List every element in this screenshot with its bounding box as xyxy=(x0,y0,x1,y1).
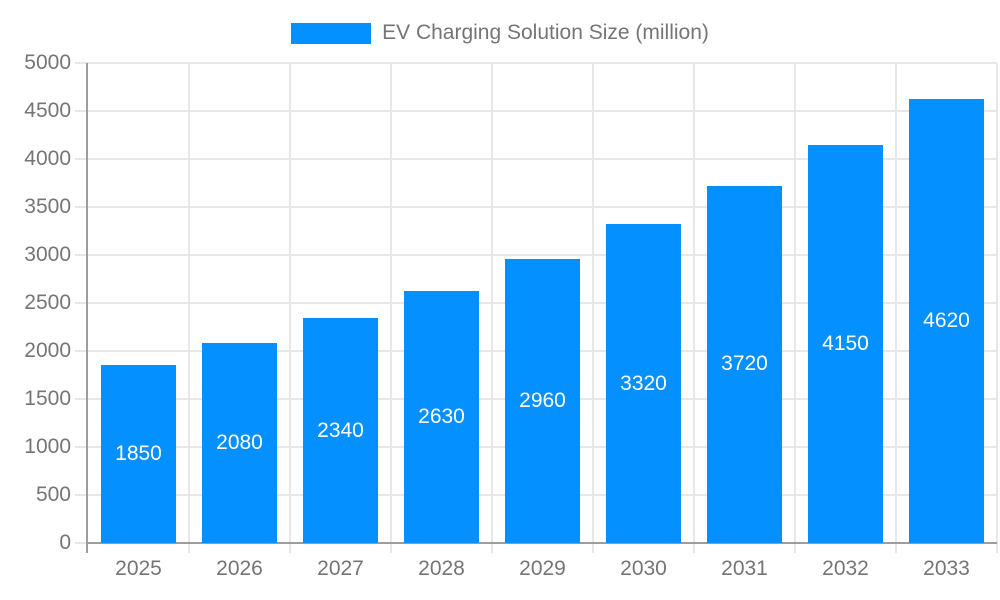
x-gridline xyxy=(693,63,695,543)
y-tick-label: 2000 xyxy=(24,339,71,362)
y-axis-tick xyxy=(75,158,88,160)
x-tick-label: 2027 xyxy=(317,557,364,580)
x-gridline xyxy=(794,63,796,543)
chart-legend[interactable]: EV Charging Solution Size (million) xyxy=(0,21,1000,45)
bar-value-label: 3720 xyxy=(721,352,768,376)
x-axis-tick xyxy=(996,543,998,553)
bar-2029[interactable]: 2960 xyxy=(505,258,580,543)
x-gridline xyxy=(895,63,897,543)
x-axis-tick xyxy=(390,543,392,553)
y-tick-label: 3500 xyxy=(24,195,71,218)
y-tick-label: 4000 xyxy=(24,147,71,170)
bar-value-label: 2630 xyxy=(418,404,465,428)
y-gridline xyxy=(88,62,997,64)
bar-2025[interactable]: 1850 xyxy=(101,365,176,543)
y-axis-tick xyxy=(75,302,88,304)
x-tick-label: 2029 xyxy=(519,557,566,580)
x-gridline xyxy=(188,63,190,543)
bar-value-label: 2960 xyxy=(519,388,566,412)
y-axis-tick xyxy=(75,398,88,400)
bar-2032[interactable]: 4150 xyxy=(808,144,883,543)
bar-value-label: 3320 xyxy=(620,371,667,395)
x-gridline xyxy=(592,63,594,543)
x-tick-label: 2028 xyxy=(418,557,465,580)
x-gridline xyxy=(289,63,291,543)
y-axis-line xyxy=(86,63,88,553)
y-axis-tick xyxy=(75,254,88,256)
x-gridline xyxy=(996,63,998,543)
bar-2027[interactable]: 2340 xyxy=(303,318,378,543)
x-axis-tick xyxy=(895,543,897,553)
x-tick-label: 2033 xyxy=(923,557,970,580)
y-gridline xyxy=(88,110,997,112)
x-axis-tick xyxy=(693,543,695,553)
x-axis-line xyxy=(88,542,997,544)
y-tick-label: 0 xyxy=(59,531,71,554)
y-axis-tick xyxy=(75,494,88,496)
x-tick-label: 2030 xyxy=(620,557,667,580)
legend-swatch xyxy=(291,22,372,44)
y-gridline xyxy=(88,254,997,256)
bar-value-label: 2080 xyxy=(216,431,263,455)
x-tick-label: 2026 xyxy=(216,557,263,580)
y-axis-tick xyxy=(75,542,88,544)
y-axis-tick xyxy=(75,110,88,112)
x-axis-tick xyxy=(592,543,594,553)
y-tick-label: 2500 xyxy=(24,291,71,314)
y-tick-label: 1500 xyxy=(24,387,71,410)
x-gridline xyxy=(491,63,493,543)
x-tick-label: 2025 xyxy=(115,557,162,580)
y-tick-label: 4500 xyxy=(24,99,71,122)
x-axis-tick xyxy=(794,543,796,553)
y-gridline xyxy=(88,158,997,160)
bar-2031[interactable]: 3720 xyxy=(707,185,782,543)
bar-2030[interactable]: 3320 xyxy=(606,224,681,543)
y-axis-tick xyxy=(75,62,88,64)
x-axis-tick xyxy=(188,543,190,553)
y-tick-label: 500 xyxy=(35,483,71,506)
y-tick-label: 5000 xyxy=(24,51,71,74)
bar-value-label: 2340 xyxy=(317,418,364,442)
bar-2033[interactable]: 4620 xyxy=(909,99,984,543)
bar-value-label: 1850 xyxy=(115,442,162,466)
x-axis-tick xyxy=(289,543,291,553)
bar-value-label: 4620 xyxy=(923,309,970,333)
bar-value-label: 4150 xyxy=(822,331,869,355)
y-gridline xyxy=(88,206,997,208)
bar-2026[interactable]: 2080 xyxy=(202,343,277,543)
y-tick-label: 3000 xyxy=(24,243,71,266)
bar-2028[interactable]: 2630 xyxy=(404,290,479,543)
x-tick-label: 2032 xyxy=(822,557,869,580)
x-tick-label: 2031 xyxy=(721,557,768,580)
y-tick-label: 1000 xyxy=(24,435,71,458)
y-axis-tick xyxy=(75,446,88,448)
x-gridline xyxy=(390,63,392,543)
y-axis-tick xyxy=(75,350,88,352)
y-axis-tick xyxy=(75,206,88,208)
x-axis-tick xyxy=(491,543,493,553)
legend-label: EV Charging Solution Size (million) xyxy=(382,21,709,44)
